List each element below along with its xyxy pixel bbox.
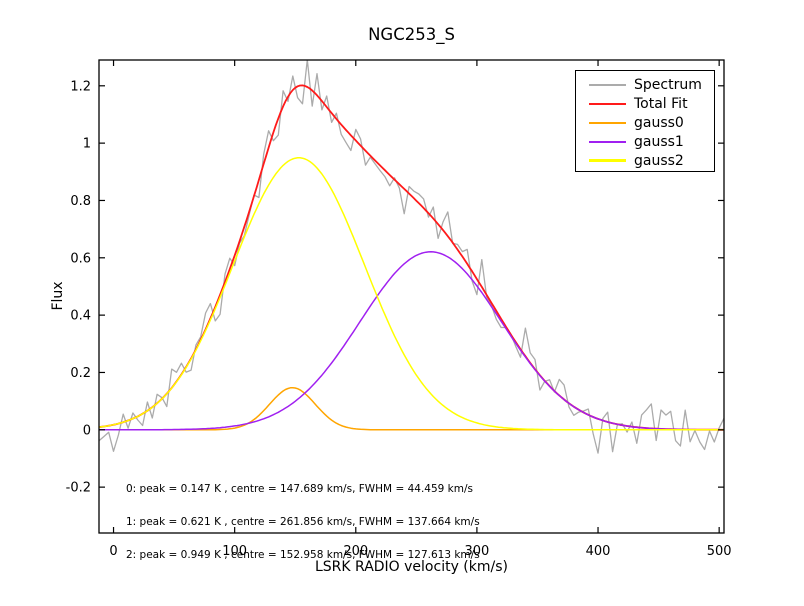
legend-row-gauss2: gauss2 (589, 151, 714, 170)
legend-label-gauss0: gauss0 (634, 114, 684, 131)
legend-line-total-fit-swatch (589, 103, 626, 106)
x-tick-label: 500 (707, 544, 732, 559)
y-axis-label: Flux (50, 281, 66, 311)
plot-title: NGC253_S (368, 25, 455, 44)
legend-label-spectrum: Spectrum (634, 77, 702, 94)
y-tick-label: 0.8 (70, 194, 91, 209)
legend-line-spectrum-swatch (589, 84, 626, 87)
legend-row-gauss1: gauss1 (589, 132, 714, 151)
y-tick-label: 0.2 (70, 366, 91, 381)
y-tick-label: 0 (83, 423, 91, 438)
gauss0-line (99, 386, 724, 431)
legend-row-gauss0: gauss0 (589, 114, 714, 133)
legend-line-gauss2-swatch (589, 159, 626, 162)
y-tick-label: 1 (83, 137, 91, 152)
legend-row-spectrum: Spectrum (589, 76, 714, 95)
legend-label-gauss1: gauss1 (634, 133, 684, 150)
y-tick-label: 0.6 (70, 251, 91, 266)
plot-frame (98, 59, 725, 534)
gauss1-line (99, 251, 724, 431)
x-tick-label: 200 (343, 544, 368, 559)
gauss2-line (99, 157, 724, 431)
annotation-line-1: 1: peak = 0.621 K , centre = 261.856 km/… (126, 516, 480, 528)
annotation-line-2: 2: peak = 0.949 K , centre = 152.958 km/… (126, 549, 480, 561)
legend-label-total-fit: Total Fit (634, 96, 688, 113)
x-tick-label: 100 (222, 544, 247, 559)
fit-annotation: 0: peak = 0.147 K , centre = 147.689 km/… (126, 462, 480, 583)
legend: Spectrum Total Fit gauss0 gauss1 gauss2 (575, 70, 715, 172)
legend-row-total-fit: Total Fit (589, 95, 714, 114)
legend-line-gauss0-swatch (589, 121, 626, 125)
x-tick-label: 400 (586, 544, 611, 559)
x-axis-label: LSRK RADIO velocity (km/s) (314, 559, 508, 575)
x-tick-label: 300 (464, 544, 489, 559)
legend-label-gauss2: gauss2 (634, 152, 684, 169)
y-tick-label: 0.4 (70, 309, 91, 324)
x-tick-label: 0 (109, 544, 117, 559)
y-tick-label: -0.2 (66, 481, 91, 496)
annotation-line-0: 0: peak = 0.147 K , centre = 147.689 km/… (126, 483, 473, 495)
legend-line-gauss1-swatch (589, 140, 626, 143)
y-tick-label: 1.2 (70, 79, 91, 94)
